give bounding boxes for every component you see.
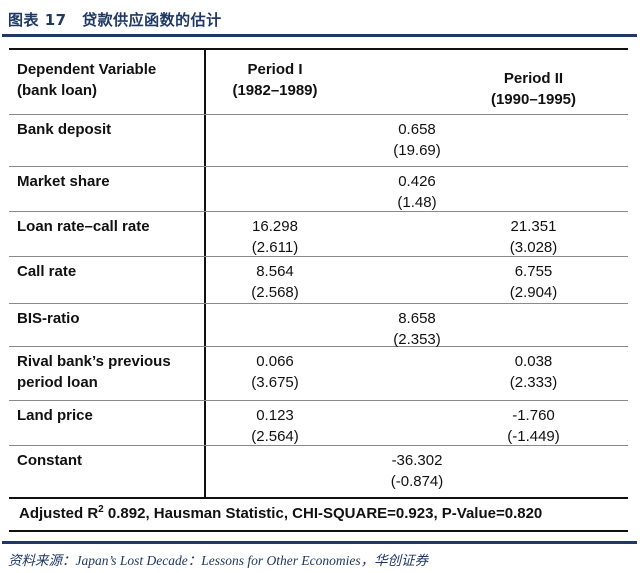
table-row-bis-ratio: BIS-ratio 8.658 (2.353)	[9, 304, 628, 348]
t-statistic: (3.028)	[509, 239, 558, 256]
period2-value-cell: -1.760 (-1.449)	[439, 401, 628, 445]
coefficient: 21.351	[510, 218, 557, 235]
period2-value-cell: 0.038 (2.333)	[439, 347, 628, 400]
table-row-call-rate: Call rate 8.564 (2.568) 6.755 (2.904)	[9, 257, 628, 304]
t-statistic: (2.333)	[509, 374, 558, 391]
table-row-bank-deposit: Bank deposit 0.658 (19.69)	[9, 115, 628, 167]
t-statistic: (-0.874)	[390, 473, 444, 490]
t-statistic: (2.353)	[393, 331, 441, 348]
period1-value-cell: 0.123 (2.564)	[206, 401, 344, 445]
span-value-cell: 0.426 (1.48)	[206, 167, 628, 211]
t-statistic: (19.69)	[393, 142, 441, 159]
header-col1-line1: Dependent Variable	[17, 61, 157, 78]
source-note: 资料来源：Japan’s Lost Decade：Lessons for Oth…	[8, 549, 640, 569]
title-divider-rule	[2, 34, 637, 37]
coefficient: 0.066	[256, 353, 294, 370]
header-period-2: Period II (1990–1995)	[439, 50, 628, 114]
footer-suffix: 0.892, Hausman Statistic, CHI-SQUARE=0.9…	[103, 505, 543, 522]
row-label: Loan rate–call rate	[9, 212, 206, 256]
header-period1-line2: (1982–1989)	[232, 82, 318, 99]
regression-table: Dependent Variable (bank loan) Period I …	[9, 48, 628, 532]
t-statistic: (2.568)	[251, 284, 299, 301]
row-label: Land price	[9, 401, 206, 445]
t-statistic: (-1.449)	[507, 428, 560, 445]
row-label: Bank deposit	[9, 115, 206, 166]
coefficient: 6.755	[514, 263, 553, 280]
header-period2-line2: (1990–1995)	[490, 91, 577, 108]
header-gap	[344, 50, 439, 114]
coefficient: 0.658	[398, 121, 436, 138]
footer-superscript: 2	[98, 504, 104, 515]
span-value-cell: -36.302 (-0.874)	[206, 446, 628, 497]
span-value-cell: 0.658 (19.69)	[206, 115, 628, 166]
period2-value-cell: 6.755 (2.904)	[439, 257, 628, 303]
table-footer-stats: Adjusted R2 0.892, Hausman Statistic, CH…	[9, 499, 628, 530]
span-value-cell: 8.658 (2.353)	[206, 304, 628, 348]
period1-value-cell: 16.298 (2.611)	[206, 212, 344, 256]
coefficient: -36.302	[391, 452, 443, 469]
row-label: Rival bank’s previous period loan	[9, 347, 206, 400]
t-statistic: (3.675)	[251, 374, 299, 391]
coefficient: 0.426	[398, 173, 436, 190]
header-period2-line1: Period II	[503, 70, 564, 87]
row-label: Constant	[9, 446, 206, 497]
header-dependent-variable: Dependent Variable (bank loan)	[9, 50, 206, 114]
row-label: Call rate	[9, 257, 206, 303]
t-statistic: (1.48)	[397, 194, 437, 211]
header-period1-line1: Period I	[247, 61, 303, 78]
row-label: BIS-ratio	[9, 304, 206, 346]
header-periods: Period I (1982–1989) Period II (1990–199…	[206, 50, 628, 114]
coefficient: 8.658	[398, 310, 436, 327]
coefficient: 8.564	[256, 263, 294, 280]
source-suffix: ，华创证券	[360, 553, 429, 568]
source-label: 资料来源：	[8, 553, 76, 568]
header-col1-line2: (bank loan)	[17, 82, 98, 99]
coefficient: 0.123	[256, 407, 294, 424]
row-label: Market share	[9, 167, 206, 211]
period1-value-cell: 0.066 (3.675)	[206, 347, 344, 400]
t-statistic: (2.611)	[251, 239, 299, 256]
figure-title: 图表 17 贷款供应函数的估计	[8, 11, 222, 29]
footer-divider-rule	[2, 541, 637, 544]
coefficient: 16.298	[252, 218, 298, 235]
t-statistic: (2.904)	[509, 284, 558, 301]
table-row-land-price: Land price 0.123 (2.564) -1.760 (-1.449)	[9, 401, 628, 446]
source-reference: Japan’s Lost Decade：Lessons for Other Ec…	[75, 553, 361, 568]
coefficient: -1.760	[512, 407, 555, 424]
table-row-rival-bank-previous-loan: Rival bank’s previous period loan 0.066 …	[9, 347, 628, 401]
table-row-loan-rate-call-rate: Loan rate–call rate 16.298 (2.611) 21.35…	[9, 212, 628, 257]
footer-prefix: Adjusted R	[19, 505, 99, 522]
table-row-market-share: Market share 0.426 (1.48)	[9, 167, 628, 212]
header-period-1: Period I (1982–1989)	[206, 50, 344, 114]
period1-value-cell: 8.564 (2.568)	[206, 257, 344, 303]
table-header-row: Dependent Variable (bank loan) Period I …	[9, 50, 628, 115]
coefficient: 0.038	[514, 353, 553, 370]
t-statistic: (2.564)	[251, 428, 299, 445]
table-row-constant: Constant -36.302 (-0.874)	[9, 446, 628, 499]
period2-value-cell: 21.351 (3.028)	[439, 212, 628, 256]
